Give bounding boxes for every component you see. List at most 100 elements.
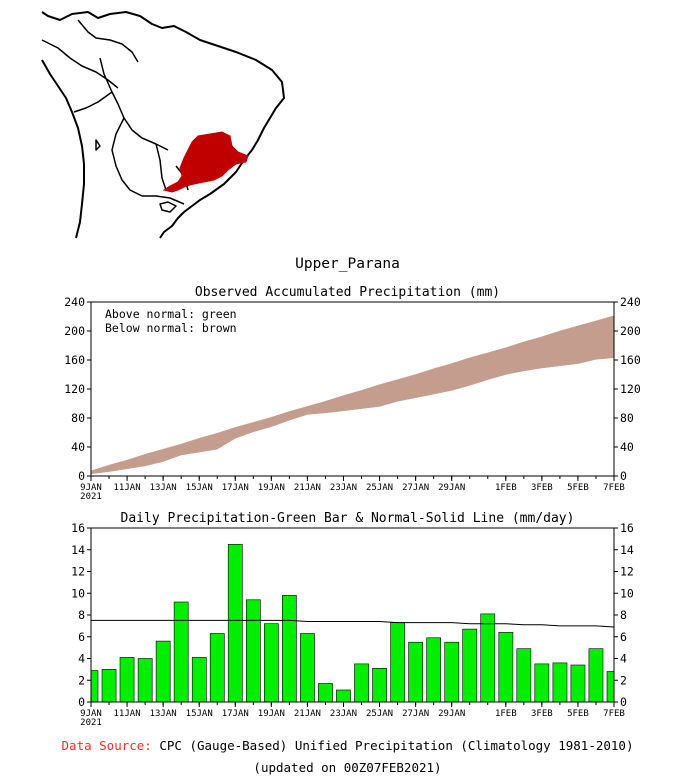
y-tick-label-right: 0 <box>620 695 627 709</box>
daily-bar <box>354 663 369 703</box>
y-tick-label-left: 4 <box>78 652 85 666</box>
x-tick-label: 19JAN <box>258 709 285 719</box>
x-year-label: 2021 <box>80 718 102 728</box>
x-tick-label: 23JAN <box>330 483 357 493</box>
x-tick-label: 13JAN <box>150 483 177 493</box>
daily-bar <box>263 623 279 703</box>
lake-titicaca <box>95 139 101 151</box>
x-tick-label: 15JAN <box>186 709 213 719</box>
y-tick-label-left: 160 <box>64 353 85 367</box>
y-tick-label-right: 16 <box>620 521 634 535</box>
data-source-line: Data Source: CPC (Gauge-Based) Unified P… <box>0 738 695 753</box>
daily-bar <box>281 595 297 703</box>
x-tick-label: 11JAN <box>114 483 141 493</box>
accumulated-precip-chart: 0 0 40 40 80 80 120 120 160 160 200 200 240 240 9JAN 11… <box>64 295 641 502</box>
daily-bar <box>318 683 333 703</box>
daily-precip-chart: 0 0 2 2 4 4 6 6 8 8 10 10 12 12 14 14 16 16 9JAN 11JAN 13JAN… <box>71 521 634 728</box>
y-tick-label-left: 200 <box>64 324 85 338</box>
plot-frame <box>90 527 615 703</box>
x-tick-label: 25JAN <box>366 709 393 719</box>
x-year-label: 2021 <box>80 492 102 502</box>
y-tick-label-left: 0 <box>78 695 85 709</box>
x-tick-label: 5FEB <box>567 483 589 493</box>
daily-bar <box>137 658 153 703</box>
daily-bar <box>90 670 99 703</box>
daily-bar <box>606 671 615 703</box>
x-tick-label: 9JAN <box>80 709 102 719</box>
y-tick-label-left: 2 <box>78 673 85 687</box>
updated-line: (updated on 00Z07FEB2021) <box>253 760 442 775</box>
x-tick-label: 27JAN <box>402 709 429 719</box>
y-tick-label-right: 4 <box>620 652 627 666</box>
upper-parana-region <box>162 131 249 193</box>
x-tick-label: 13JAN <box>150 709 177 719</box>
daily-bar <box>155 640 171 703</box>
accum-chart-title: Observed Accumulated Precipitation (mm) <box>194 285 501 300</box>
x-tick-label: 17JAN <box>222 483 249 493</box>
daily-bar <box>191 657 207 703</box>
x-tick-label: 17JAN <box>222 709 249 719</box>
daily-bar <box>101 669 117 703</box>
country-borders <box>41 19 189 205</box>
y-tick-label-right: 0 <box>620 469 627 483</box>
x-tick-label: 25JAN <box>366 483 393 493</box>
x-tick-label: 21JAN <box>294 483 321 493</box>
daily-bar <box>480 613 496 703</box>
x-tick-label: 19JAN <box>258 483 285 493</box>
y-tick-label-right: 12 <box>620 565 634 579</box>
daily-bar <box>227 543 243 703</box>
y-tick-label-left: 14 <box>71 543 85 557</box>
y-tick-label-left: 0 <box>78 469 85 483</box>
legend-above-normal: Above normal: green <box>105 307 237 321</box>
y-tick-label-right: 8 <box>620 608 627 622</box>
y-tick-label-right: 80 <box>620 411 634 425</box>
x-tick-label: 1FEB <box>495 709 517 719</box>
y-tick-label-left: 80 <box>71 411 85 425</box>
daily-bar <box>372 667 387 703</box>
river-plate <box>159 201 177 213</box>
continent-west-coast <box>41 59 85 239</box>
daily-bar <box>336 689 351 703</box>
daily-bar <box>516 648 532 703</box>
daily-bar <box>390 622 406 703</box>
y-tick-label-left: 240 <box>64 295 85 309</box>
daily-bar <box>246 599 261 703</box>
y-tick-label-left: 8 <box>78 608 85 622</box>
y-tick-label-right: 2 <box>620 673 627 687</box>
data-source-text: CPC (Gauge-Based) Unified Precipitation … <box>159 738 634 753</box>
x-tick-label: 29JAN <box>438 709 465 719</box>
y-tick-label-right: 200 <box>620 324 641 338</box>
y-tick-label-right: 6 <box>620 630 627 644</box>
y-tick-label-left: 16 <box>71 521 85 535</box>
y-tick-label-right: 40 <box>620 440 634 454</box>
south-america-map <box>41 11 285 239</box>
x-tick-label: 29JAN <box>438 483 465 493</box>
y-tick-label-right: 240 <box>620 295 641 309</box>
daily-bar <box>300 633 315 703</box>
daily-bar <box>534 663 550 703</box>
x-tick-label: 9JAN <box>80 483 102 493</box>
continent-coastline <box>41 11 285 239</box>
daily-bar <box>462 628 478 703</box>
y-tick-label-left: 10 <box>71 586 85 600</box>
y-tick-label-left: 120 <box>64 382 85 396</box>
x-tick-label: 3FEB <box>531 709 553 719</box>
daily-bar <box>426 637 442 703</box>
x-tick-label: 11JAN <box>114 709 141 719</box>
daily-bar <box>209 633 225 703</box>
daily-bar <box>408 641 424 703</box>
plot-frame <box>90 301 615 477</box>
x-tick-label: 23JAN <box>330 709 357 719</box>
daily-bar <box>498 632 514 703</box>
region-title: Upper_Parana <box>295 256 400 272</box>
daily-chart-title: Daily Precipitation-Green Bar & Normal-S… <box>120 511 575 526</box>
x-tick-label: 7FEB <box>603 709 625 719</box>
y-tick-label-left: 6 <box>78 630 85 644</box>
y-tick-label-right: 10 <box>620 586 634 600</box>
x-tick-label: 7FEB <box>603 483 625 493</box>
daily-bar <box>444 641 460 703</box>
below-normal-band <box>90 315 615 475</box>
y-tick-label-right: 160 <box>620 353 641 367</box>
daily-bar <box>173 601 189 703</box>
